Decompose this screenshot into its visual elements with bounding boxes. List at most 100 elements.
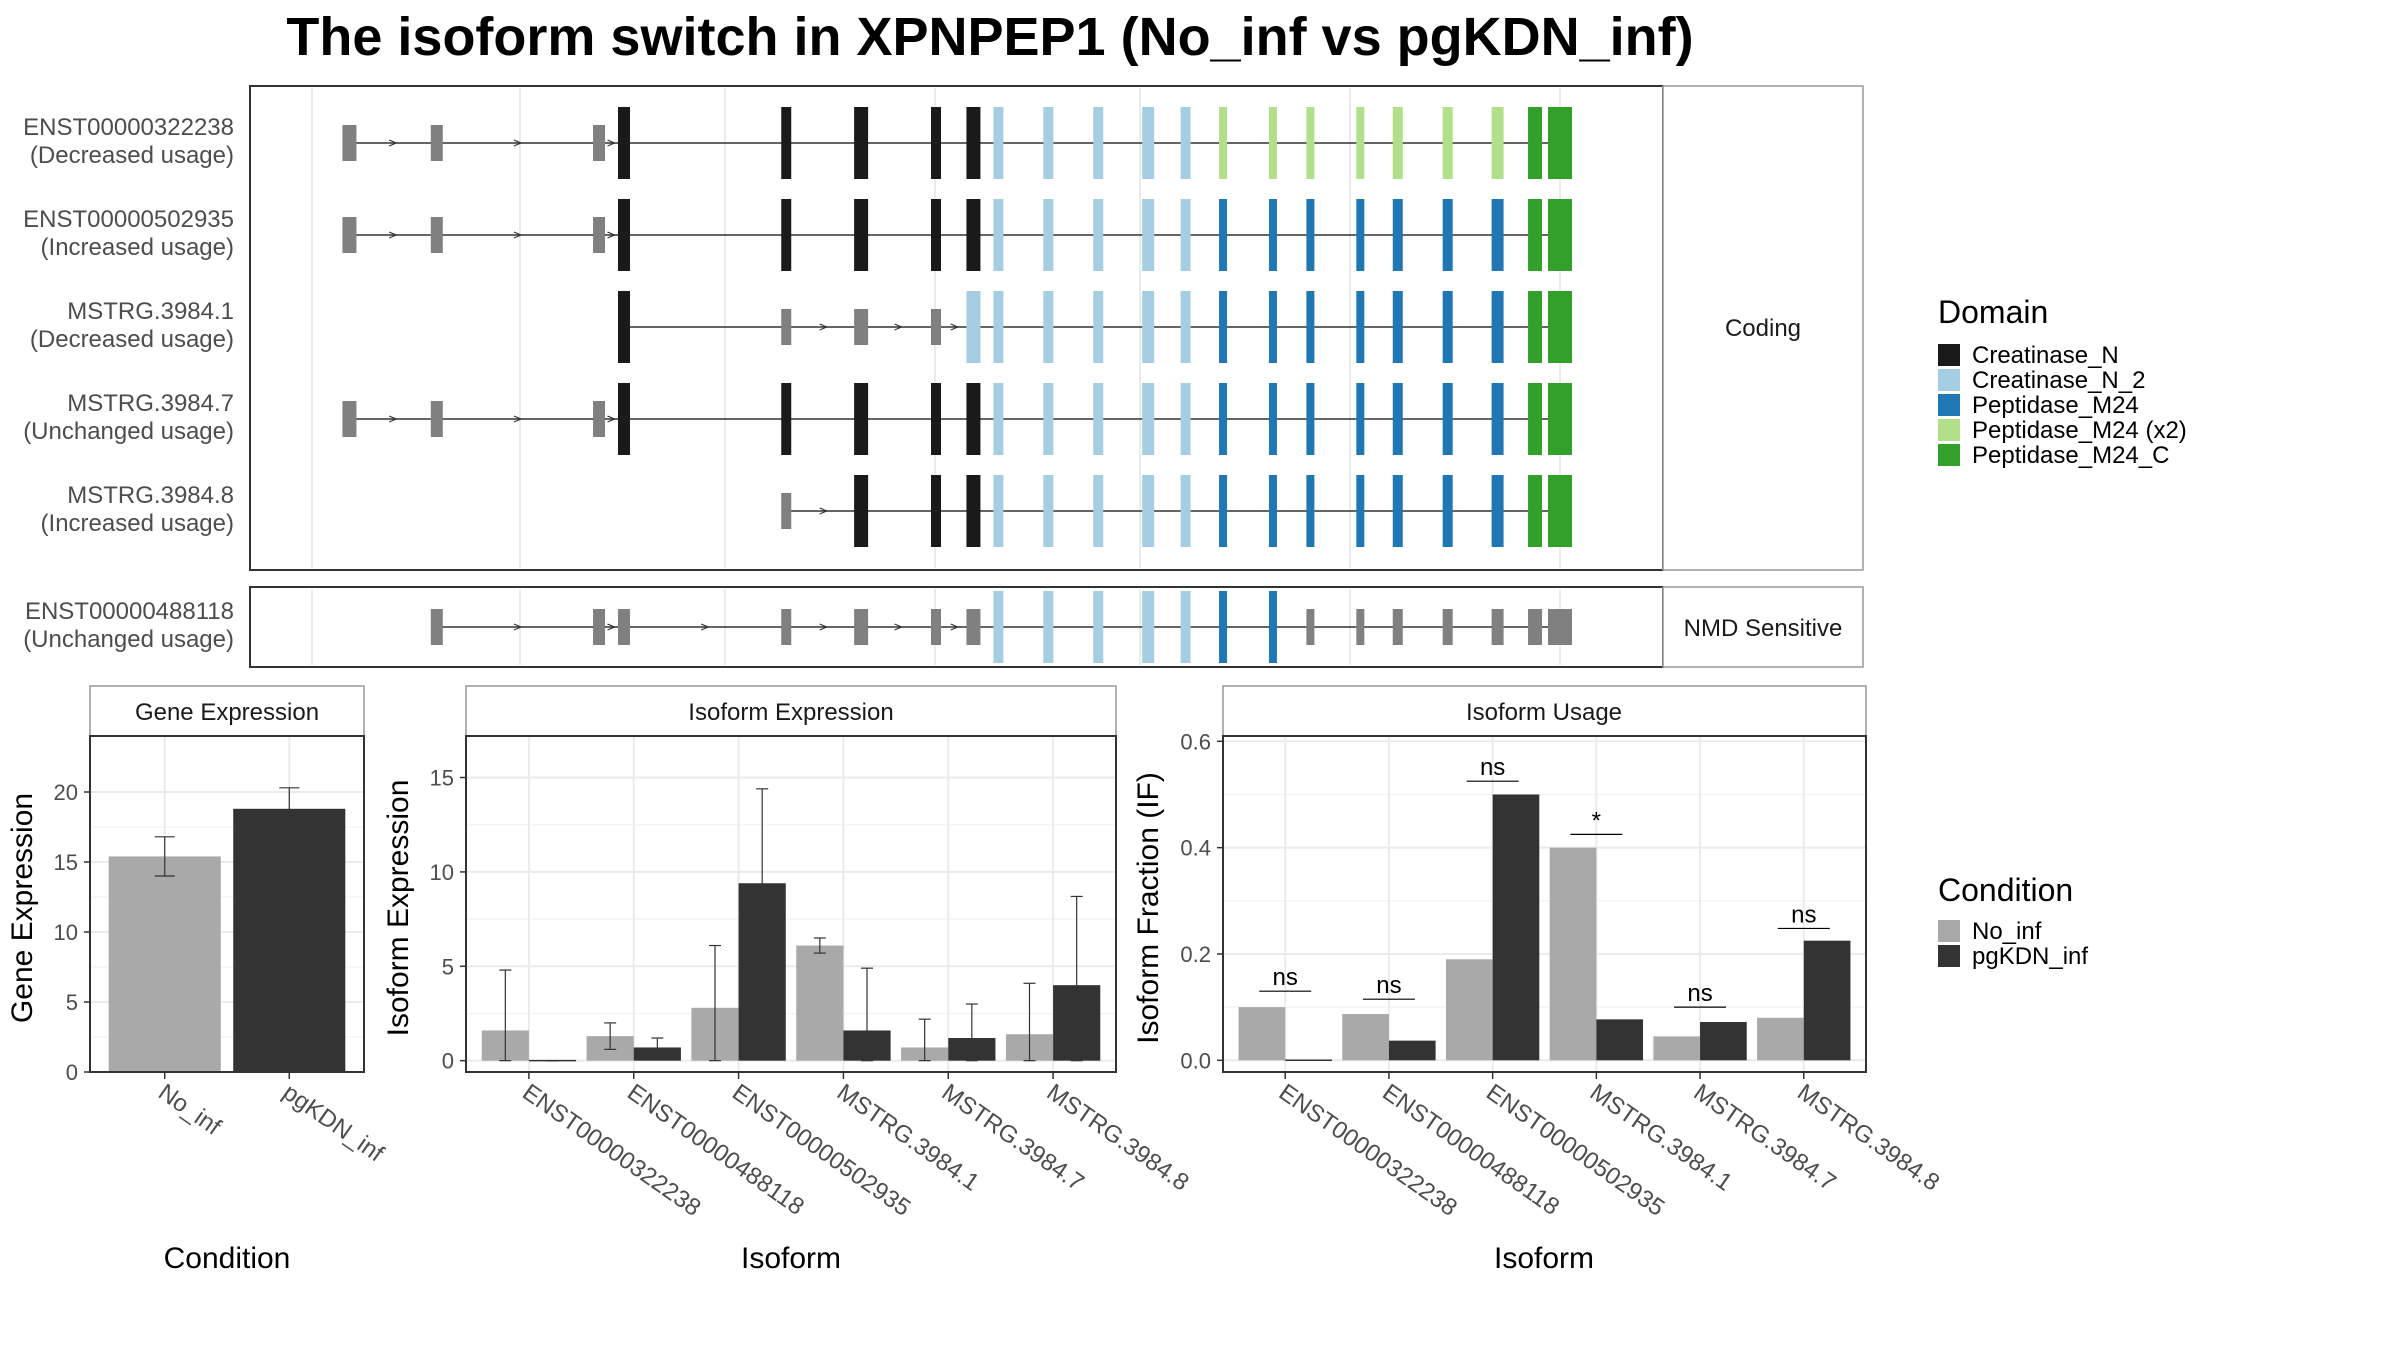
coding-track-2-exon-7 — [966, 291, 981, 363]
nmd-track-0-exon-9 — [1043, 591, 1054, 663]
coding-track-4-exon-21 — [1548, 475, 1572, 547]
coding-track-3-exon-2 — [593, 401, 606, 437]
coding-track-2-strand-arrow — [894, 323, 904, 331]
condition-legend-label-1: pgKDN_inf — [1972, 943, 2088, 970]
coding-track-0-exon-17 — [1392, 107, 1403, 179]
isoform-expression-plot-border — [465, 735, 1117, 1073]
coding-track-1-exon-16 — [1356, 199, 1365, 271]
isoform-usage-x-label: Isoform — [1494, 1242, 1594, 1275]
isoform-usage-bar-0-0 — [1238, 1007, 1286, 1061]
isoform-usage-sig-label-1: ns — [1376, 972, 1401, 999]
coding-track-3-exon-10 — [1093, 383, 1104, 455]
coding-track-1-exon-6 — [931, 199, 941, 271]
domain-legend: Domain Creatinase_NCreatinase_N_2Peptida… — [1938, 294, 2187, 469]
nmd-track-0-strand-arrow — [819, 623, 829, 631]
isoform-usage-bar-0-5 — [1757, 1017, 1804, 1061]
coding-track-2-strand-arrow — [819, 323, 829, 331]
nmd-track-0-exon-17 — [1392, 609, 1403, 645]
coding-track-0-exon-4 — [781, 107, 792, 179]
isoform-expression-y-tick-label-1: 5 — [442, 954, 454, 979]
coding-track-3-strand-arrow — [607, 415, 617, 423]
coding-track-0-strand-arrow — [607, 139, 617, 147]
isoform-expression-x-tick-label-0: ENST00000322238 — [517, 1079, 705, 1222]
coding-track-4-exon-6 — [931, 475, 941, 547]
isoform-usage-x-tick-label-0: ENST00000322238 — [1274, 1079, 1462, 1222]
coding-track-1-exon-17 — [1392, 199, 1403, 271]
coding-track-0-exon-0 — [342, 125, 357, 161]
coding-track-2-usage: (Decreased usage) — [30, 326, 234, 353]
isoform-expression-y-tick-label-0: 0 — [442, 1049, 454, 1074]
coding-track-1-label: ENST00000502935 — [23, 206, 234, 233]
nmd-strip-label: NMD Sensitive — [1684, 615, 1843, 642]
coding-track-0-strand-arrow — [388, 139, 398, 147]
coding-track-4-exon-15 — [1306, 475, 1315, 547]
domain-legend-key-4 — [1938, 444, 1960, 466]
gene-expression-y-tick-label-3: 15 — [54, 850, 78, 875]
nmd-track-0-exon-12 — [1180, 591, 1191, 663]
coding-track-3-exon-1 — [430, 401, 443, 437]
nmd-track-0-exon-4 — [781, 609, 792, 645]
coding-track-3-exon-0 — [342, 401, 357, 437]
coding-track-1-exon-19 — [1491, 199, 1504, 271]
coding-track-1-strand-arrow — [513, 231, 523, 239]
coding-track-4-exon-16 — [1356, 475, 1365, 547]
isoform-expression-y-label: Isoform Expression — [382, 780, 415, 1037]
coding-track-0-exon-8 — [993, 107, 1004, 179]
coding-track-4-exon-11 — [1142, 475, 1155, 547]
coding-track-4-exon-8 — [993, 475, 1004, 547]
isoform-usage-plot-border — [1222, 735, 1867, 1073]
nmd-track-0-exon-18 — [1442, 609, 1453, 645]
isoform-usage-sig-label-2: ns — [1480, 754, 1505, 781]
coding-track-3-exon-17 — [1392, 383, 1403, 455]
isoform-expression-plot-bg — [466, 736, 1116, 1072]
coding-track-2-exon-3 — [618, 291, 630, 363]
nmd-track-0-label: ENST00000488118 — [25, 598, 234, 625]
domain-legend-label-3: Peptidase_M24 (x2) — [1972, 417, 2187, 444]
coding-track-3-exon-12 — [1180, 383, 1191, 455]
figure-title: The isoform switch in XPNPEP1 (No_inf vs… — [286, 7, 1693, 67]
nmd-track-0-exon-14 — [1268, 591, 1277, 663]
coding-track-0-exon-14 — [1268, 107, 1277, 179]
coding-track-1-exon-1 — [430, 217, 443, 253]
isoform-usage-x-tick-label-1: ENST00000488118 — [1377, 1079, 1564, 1221]
coding-track-1-exon-3 — [618, 199, 630, 271]
coding-track-2-exon-18 — [1442, 291, 1453, 363]
coding-track-1-exon-18 — [1442, 199, 1453, 271]
isoform-expression-x-label: Isoform — [741, 1242, 841, 1275]
coding-track-3-exon-8 — [993, 383, 1004, 455]
isoform-expression-chart: Isoform Expression Isoform Isoform Expre… — [382, 685, 1194, 1275]
coding-track-0-exon-10 — [1093, 107, 1104, 179]
gene-expression-x-tick-label-1: pgKDN_inf — [278, 1079, 389, 1168]
isoform-usage-x-tick-label-2: ENST00000502935 — [1481, 1079, 1669, 1222]
coding-track-1-exon-9 — [1043, 199, 1054, 271]
coding-track-0-exon-15 — [1306, 107, 1315, 179]
coding-panel: Coding — [249, 85, 1864, 571]
coding-track-1-exon-12 — [1180, 199, 1191, 271]
coding-track-4-exon-17 — [1392, 475, 1403, 547]
coding-track-3-exon-21 — [1548, 383, 1572, 455]
nmd-track-0-exon-15 — [1306, 609, 1315, 645]
coding-track-1-exon-8 — [993, 199, 1004, 271]
isoform-usage-bar-0-3 — [1549, 847, 1597, 1061]
coding-track-4-exon-7 — [966, 475, 981, 547]
coding-track-1-exon-4 — [781, 199, 792, 271]
coding-track-2-exon-8 — [993, 291, 1004, 363]
coding-track-1-exon-7 — [966, 199, 981, 271]
coding-track-3-exon-14 — [1268, 383, 1277, 455]
nmd-track-0-exon-1 — [430, 609, 443, 645]
gene-expression-chart-title: Gene Expression — [135, 699, 319, 726]
isoform-expression-x-tick-label-2: ENST00000502935 — [727, 1079, 915, 1222]
coding-track-0-exon-19 — [1491, 107, 1504, 179]
gene-expression-y-tick-label-0: 0 — [66, 1060, 78, 1085]
coding-track-2-exon-20 — [1528, 291, 1543, 363]
coding-track-0-label: ENST00000322238 — [23, 114, 234, 141]
coding-track-4-exon-19 — [1491, 475, 1504, 547]
coding-track-0-strand-arrow — [513, 139, 523, 147]
coding-track-4-exon-20 — [1528, 475, 1543, 547]
coding-track-3-exon-7 — [966, 383, 981, 455]
nmd-panel: NMD Sensitive — [249, 586, 1864, 668]
coding-track-0-exon-3 — [618, 107, 630, 179]
nmd-track-0-strand-arrow — [950, 623, 960, 631]
nmd-track-0-exon-16 — [1356, 609, 1365, 645]
transcript-labels: ENST00000322238 (Decreased usage) ENST0000… — [23, 114, 234, 653]
